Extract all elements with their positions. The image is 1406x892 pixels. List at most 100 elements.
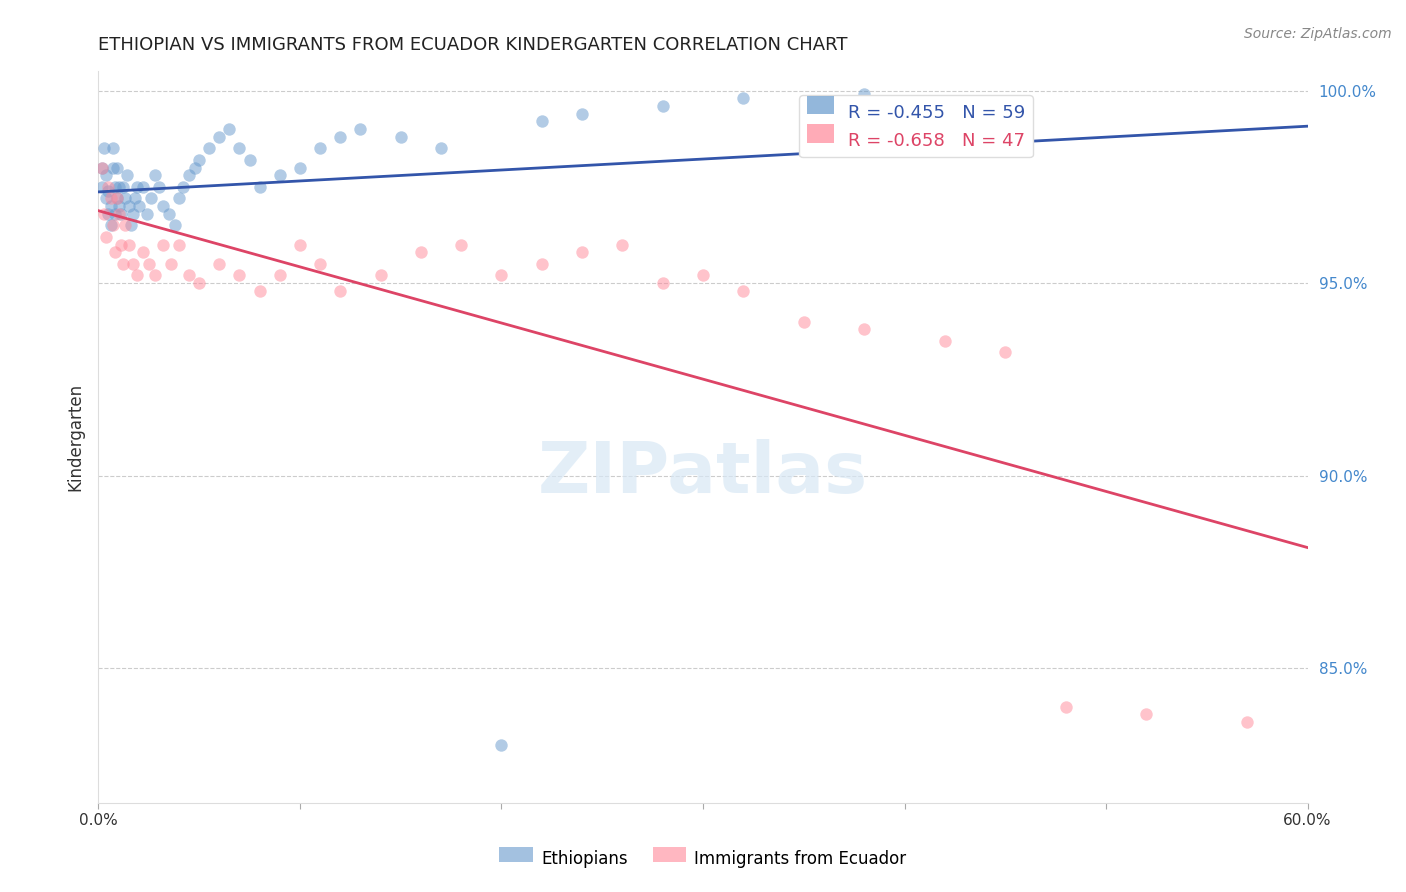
Ethiopians: [184, 161, 207, 175]
Immigrants from Ecuador: [93, 207, 115, 221]
Immigrants from Ecuador: [329, 284, 352, 298]
Immigrants from Ecuador: [249, 284, 271, 298]
Ethiopians: [430, 141, 453, 155]
Text: Source: ZipAtlas.com: Source: ZipAtlas.com: [1244, 27, 1392, 41]
Immigrants from Ecuador: [1135, 707, 1157, 722]
Ethiopians: [96, 169, 118, 183]
Legend: Ethiopians, Immigrants from Ecuador: Ethiopians, Immigrants from Ecuador: [492, 844, 914, 875]
Immigrants from Ecuador: [1054, 699, 1077, 714]
Ethiopians: [101, 161, 124, 175]
Immigrants from Ecuador: [152, 237, 174, 252]
Immigrants from Ecuador: [692, 268, 714, 283]
Ethiopians: [118, 199, 141, 213]
Ethiopians: [269, 169, 291, 183]
Immigrants from Ecuador: [530, 257, 553, 271]
Immigrants from Ecuador: [107, 207, 129, 221]
Immigrants from Ecuador: [269, 268, 291, 283]
Immigrants from Ecuador: [651, 276, 673, 290]
Immigrants from Ecuador: [111, 257, 134, 271]
Immigrants from Ecuador: [96, 230, 118, 244]
Ethiopians: [97, 184, 120, 198]
Immigrants from Ecuador: [91, 161, 114, 175]
Ethiopians: [91, 161, 114, 175]
Immigrants from Ecuador: [228, 268, 250, 283]
Ethiopians: [139, 191, 162, 205]
Ethiopians: [208, 129, 231, 144]
Ethiopians: [93, 141, 115, 155]
Ethiopians: [135, 207, 157, 221]
Ethiopians: [349, 122, 371, 136]
Ethiopians: [853, 87, 876, 102]
Text: ZIPatlas: ZIPatlas: [538, 439, 868, 508]
Ethiopians: [163, 219, 186, 233]
Immigrants from Ecuador: [125, 268, 148, 283]
Immigrants from Ecuador: [1236, 714, 1258, 729]
Ethiopians: [115, 169, 138, 183]
Immigrants from Ecuador: [491, 268, 513, 283]
Ethiopians: [530, 114, 553, 128]
Ethiopians: [389, 129, 412, 144]
Immigrants from Ecuador: [105, 191, 128, 205]
Ethiopians: [103, 207, 125, 221]
Immigrants from Ecuador: [288, 237, 311, 252]
Immigrants from Ecuador: [793, 315, 815, 329]
Immigrants from Ecuador: [612, 237, 634, 252]
Ethiopians: [110, 207, 132, 221]
Immigrants from Ecuador: [132, 245, 155, 260]
Ethiopians: [571, 106, 593, 120]
Ethiopians: [100, 199, 122, 213]
Ethiopians: [107, 179, 129, 194]
Ethiopians: [167, 191, 190, 205]
Ethiopians: [97, 207, 120, 221]
Immigrants from Ecuador: [409, 245, 432, 260]
Ethiopians: [179, 169, 201, 183]
Ethiopians: [288, 161, 311, 175]
Immigrants from Ecuador: [934, 334, 956, 348]
Ethiopians: [132, 179, 155, 194]
Ethiopians: [157, 207, 180, 221]
Ethiopians: [121, 207, 143, 221]
Ethiopians: [651, 99, 673, 113]
Immigrants from Ecuador: [853, 322, 876, 336]
Immigrants from Ecuador: [143, 268, 166, 283]
Ethiopians: [143, 169, 166, 183]
Ethiopians: [120, 219, 142, 233]
Ethiopians: [124, 191, 146, 205]
Immigrants from Ecuador: [733, 284, 755, 298]
Immigrants from Ecuador: [114, 219, 136, 233]
Ethiopians: [249, 179, 271, 194]
Immigrants from Ecuador: [179, 268, 201, 283]
Ethiopians: [105, 161, 128, 175]
Immigrants from Ecuador: [994, 345, 1017, 359]
Ethiopians: [107, 199, 129, 213]
Ethiopians: [172, 179, 194, 194]
Immigrants from Ecuador: [571, 245, 593, 260]
Ethiopians: [152, 199, 174, 213]
Immigrants from Ecuador: [110, 237, 132, 252]
Ethiopians: [91, 179, 114, 194]
Immigrants from Ecuador: [101, 219, 124, 233]
Ethiopians: [198, 141, 221, 155]
Ethiopians: [188, 153, 211, 167]
Immigrants from Ecuador: [370, 268, 392, 283]
Immigrants from Ecuador: [450, 237, 472, 252]
Immigrants from Ecuador: [208, 257, 231, 271]
Immigrants from Ecuador: [97, 179, 120, 194]
Ethiopians: [329, 129, 352, 144]
Y-axis label: Kindergarten: Kindergarten: [66, 383, 84, 491]
Ethiopians: [96, 191, 118, 205]
Immigrants from Ecuador: [309, 257, 332, 271]
Ethiopians: [111, 179, 134, 194]
Immigrants from Ecuador: [121, 257, 143, 271]
Ethiopians: [103, 179, 125, 194]
Ethiopians: [125, 179, 148, 194]
Ethiopians: [218, 122, 240, 136]
Immigrants from Ecuador: [160, 257, 183, 271]
Ethiopians: [491, 738, 513, 752]
Ethiopians: [114, 191, 136, 205]
Ethiopians: [309, 141, 332, 155]
Ethiopians: [239, 153, 262, 167]
Immigrants from Ecuador: [167, 237, 190, 252]
Ethiopians: [228, 141, 250, 155]
Immigrants from Ecuador: [118, 237, 141, 252]
